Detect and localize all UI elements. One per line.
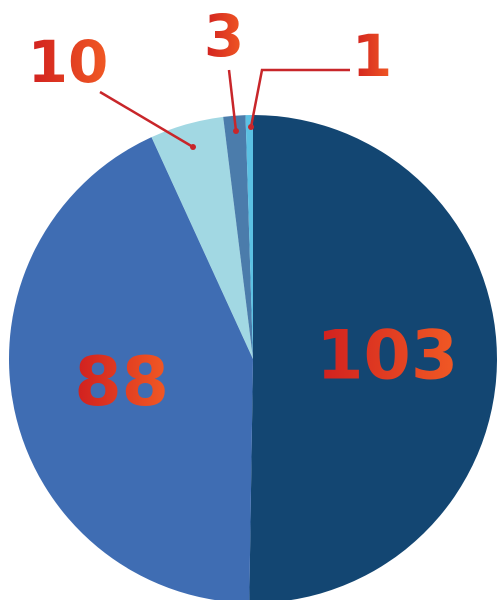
data-label: 3 bbox=[204, 2, 244, 70]
leader-line bbox=[249, 68, 350, 128]
pie-slice bbox=[151, 116, 253, 359]
data-label: 88 bbox=[74, 343, 169, 422]
pie-slice bbox=[9, 137, 253, 600]
data-label: 103 bbox=[316, 317, 458, 396]
leader-dot bbox=[233, 128, 239, 134]
data-label: 10 bbox=[28, 28, 109, 96]
data-label: 1 bbox=[352, 22, 392, 90]
pie-slice bbox=[223, 115, 253, 360]
leader-dot bbox=[248, 124, 254, 130]
leader-dot bbox=[190, 144, 196, 150]
pie bbox=[9, 115, 498, 600]
pie-slice bbox=[249, 115, 498, 600]
pie-slice bbox=[245, 115, 253, 359]
leader-line bbox=[227, 69, 238, 132]
leader-line bbox=[99, 90, 194, 149]
